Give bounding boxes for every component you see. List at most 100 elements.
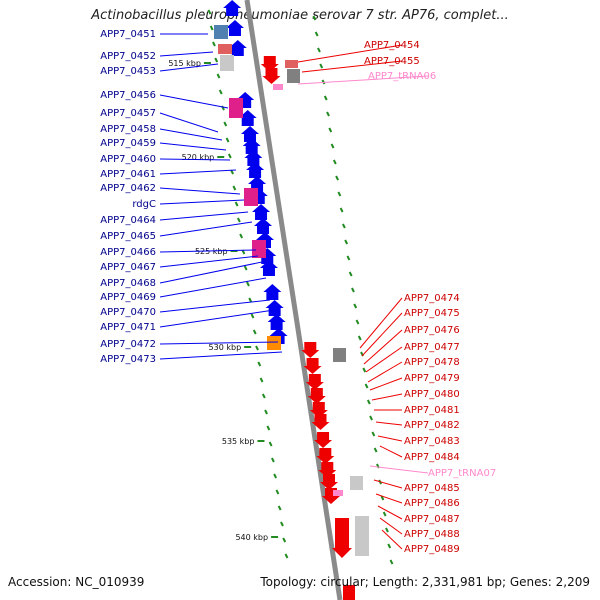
forward-gene-arrow[interactable] <box>242 138 261 154</box>
tick-mark <box>252 329 257 335</box>
reverse-gene-arrow[interactable] <box>301 342 320 358</box>
forward-gene-arrow[interactable] <box>228 40 247 56</box>
reverse-gene-arrow[interactable] <box>343 585 355 600</box>
right-gene-label[interactable]: APP7_0478 <box>404 357 460 368</box>
feature-block[interactable] <box>355 516 369 556</box>
forward-gene-arrow[interactable] <box>225 20 244 36</box>
label-leader-line <box>377 435 403 442</box>
forward-gene-arrow[interactable] <box>246 162 265 178</box>
tick-mark <box>369 415 373 421</box>
forward-gene-arrow[interactable] <box>244 150 263 166</box>
left-gene-label[interactable]: APP7_0466 <box>100 247 156 258</box>
rrna-feature[interactable] <box>244 188 258 206</box>
genome-info-text: Topology: circular; Length: 2,331,981 bp… <box>260 575 590 589</box>
left-gene-label[interactable]: APP7_0458 <box>100 124 156 135</box>
tick-mark <box>353 303 358 309</box>
left-gene-label[interactable]: APP7_0460 <box>100 154 156 165</box>
left-gene-label[interactable]: APP7_0453 <box>100 66 156 77</box>
tick-mark <box>362 367 367 373</box>
right-gene-label[interactable]: APP7_0480 <box>404 389 460 400</box>
feature-block[interactable] <box>350 476 363 490</box>
feature-block[interactable] <box>287 69 300 83</box>
left-gene-label[interactable]: APP7_0459 <box>100 138 156 149</box>
right-gene-label[interactable]: APP7_0484 <box>404 452 460 463</box>
right-gene-label[interactable]: APP7_0485 <box>404 483 460 494</box>
reverse-gene-arrow[interactable] <box>305 374 324 390</box>
feature-block[interactable] <box>267 336 281 350</box>
right-gene-label[interactable]: APP7_0479 <box>404 373 460 384</box>
tick-mark <box>207 9 212 15</box>
trna-label[interactable]: APP7_tRNA07 <box>428 468 496 479</box>
left-gene-label[interactable]: APP7_0451 <box>100 29 156 40</box>
reverse-gene-arrow[interactable] <box>332 518 352 558</box>
feature-block[interactable] <box>333 348 346 362</box>
forward-gene-arrow[interactable] <box>265 300 284 316</box>
forward-gene-arrow[interactable] <box>267 314 286 330</box>
reverse-gene-arrow[interactable] <box>320 474 338 490</box>
left-gene-label[interactable]: APP7_0470 <box>100 307 156 318</box>
right-gene-label[interactable]: APP7_0487 <box>404 514 460 525</box>
reverse-gene-arrow[interactable] <box>311 414 330 430</box>
right-gene-label[interactable]: APP7_0481 <box>404 405 460 416</box>
right-gene-label[interactable]: APP7_0454 <box>364 40 420 51</box>
right-gene-label[interactable]: APP7_0483 <box>404 436 460 447</box>
tick-mark <box>268 441 273 447</box>
left-gene-label[interactable]: APP7_0452 <box>100 51 156 62</box>
left-gene-label[interactable]: APP7_0461 <box>100 169 156 180</box>
right-gene-label[interactable]: APP7_0455 <box>364 56 420 67</box>
left-gene-label[interactable]: APP7_0465 <box>100 231 156 242</box>
feature-block[interactable] <box>220 55 234 71</box>
tick-mark <box>284 553 289 559</box>
forward-gene-arrow[interactable] <box>223 0 242 16</box>
right-gene-label[interactable]: APP7_0486 <box>404 498 460 509</box>
reverse-gene-arrow[interactable] <box>303 358 322 374</box>
right-gene-label[interactable]: APP7_0476 <box>404 325 460 336</box>
reverse-gene-arrow[interactable] <box>307 388 326 404</box>
reverse-gene-arrow[interactable] <box>314 432 333 448</box>
forward-gene-arrow[interactable] <box>252 204 271 220</box>
feature-block[interactable] <box>285 60 298 68</box>
right-gene-label[interactable]: APP7_0474 <box>404 293 460 304</box>
tick-mark <box>266 425 271 431</box>
left-gene-label[interactable]: APP7_0464 <box>100 215 156 226</box>
rrna-feature[interactable] <box>229 98 243 118</box>
left-gene-label[interactable]: APP7_0456 <box>100 90 156 101</box>
forward-gene-arrow[interactable] <box>263 284 282 300</box>
reverse-gene-arrow[interactable] <box>316 448 335 464</box>
trna-feature[interactable] <box>273 84 283 90</box>
right-gene-label[interactable]: APP7_0482 <box>404 420 460 431</box>
trna-label[interactable]: APP7_tRNA06 <box>368 71 436 82</box>
left-gene-label[interactable]: APP7_0457 <box>100 108 156 119</box>
left-gene-label[interactable]: rdgC <box>132 199 156 210</box>
label-leader-line <box>369 465 429 474</box>
tick-mark <box>341 223 346 229</box>
forward-gene-arrow[interactable] <box>240 126 259 142</box>
tick-mark <box>323 95 328 101</box>
tick-mark <box>373 447 378 453</box>
tick-mark <box>351 287 355 293</box>
label-leader-line <box>379 445 403 458</box>
tick-mark <box>250 313 255 319</box>
left-gene-label[interactable]: APP7_0471 <box>100 322 156 333</box>
forward-gene-arrow[interactable] <box>259 260 278 276</box>
reverse-gene-arrow[interactable] <box>262 68 281 84</box>
right-gene-label[interactable]: APP7_0488 <box>404 529 460 540</box>
trna-feature[interactable] <box>333 490 343 496</box>
rrna-feature[interactable] <box>252 240 266 258</box>
feature-block[interactable] <box>218 44 232 54</box>
label-leader-line <box>159 158 231 161</box>
forward-gene-arrow[interactable] <box>238 110 257 126</box>
left-gene-label[interactable]: APP7_0468 <box>100 278 156 289</box>
left-gene-label[interactable]: APP7_0472 <box>100 339 156 350</box>
left-gene-label[interactable]: APP7_0462 <box>100 183 156 194</box>
label-leader-line <box>381 529 403 550</box>
forward-gene-arrow[interactable] <box>254 218 273 234</box>
left-gene-label[interactable]: APP7_0467 <box>100 262 156 273</box>
left-gene-label[interactable]: APP7_0473 <box>100 354 156 365</box>
right-gene-label[interactable]: APP7_0489 <box>404 544 460 555</box>
left-gene-label[interactable]: APP7_0469 <box>100 292 156 303</box>
right-gene-label[interactable]: APP7_0475 <box>404 308 460 319</box>
right-gene-label[interactable]: APP7_0477 <box>404 342 460 353</box>
rrna-feature[interactable] <box>214 25 228 39</box>
